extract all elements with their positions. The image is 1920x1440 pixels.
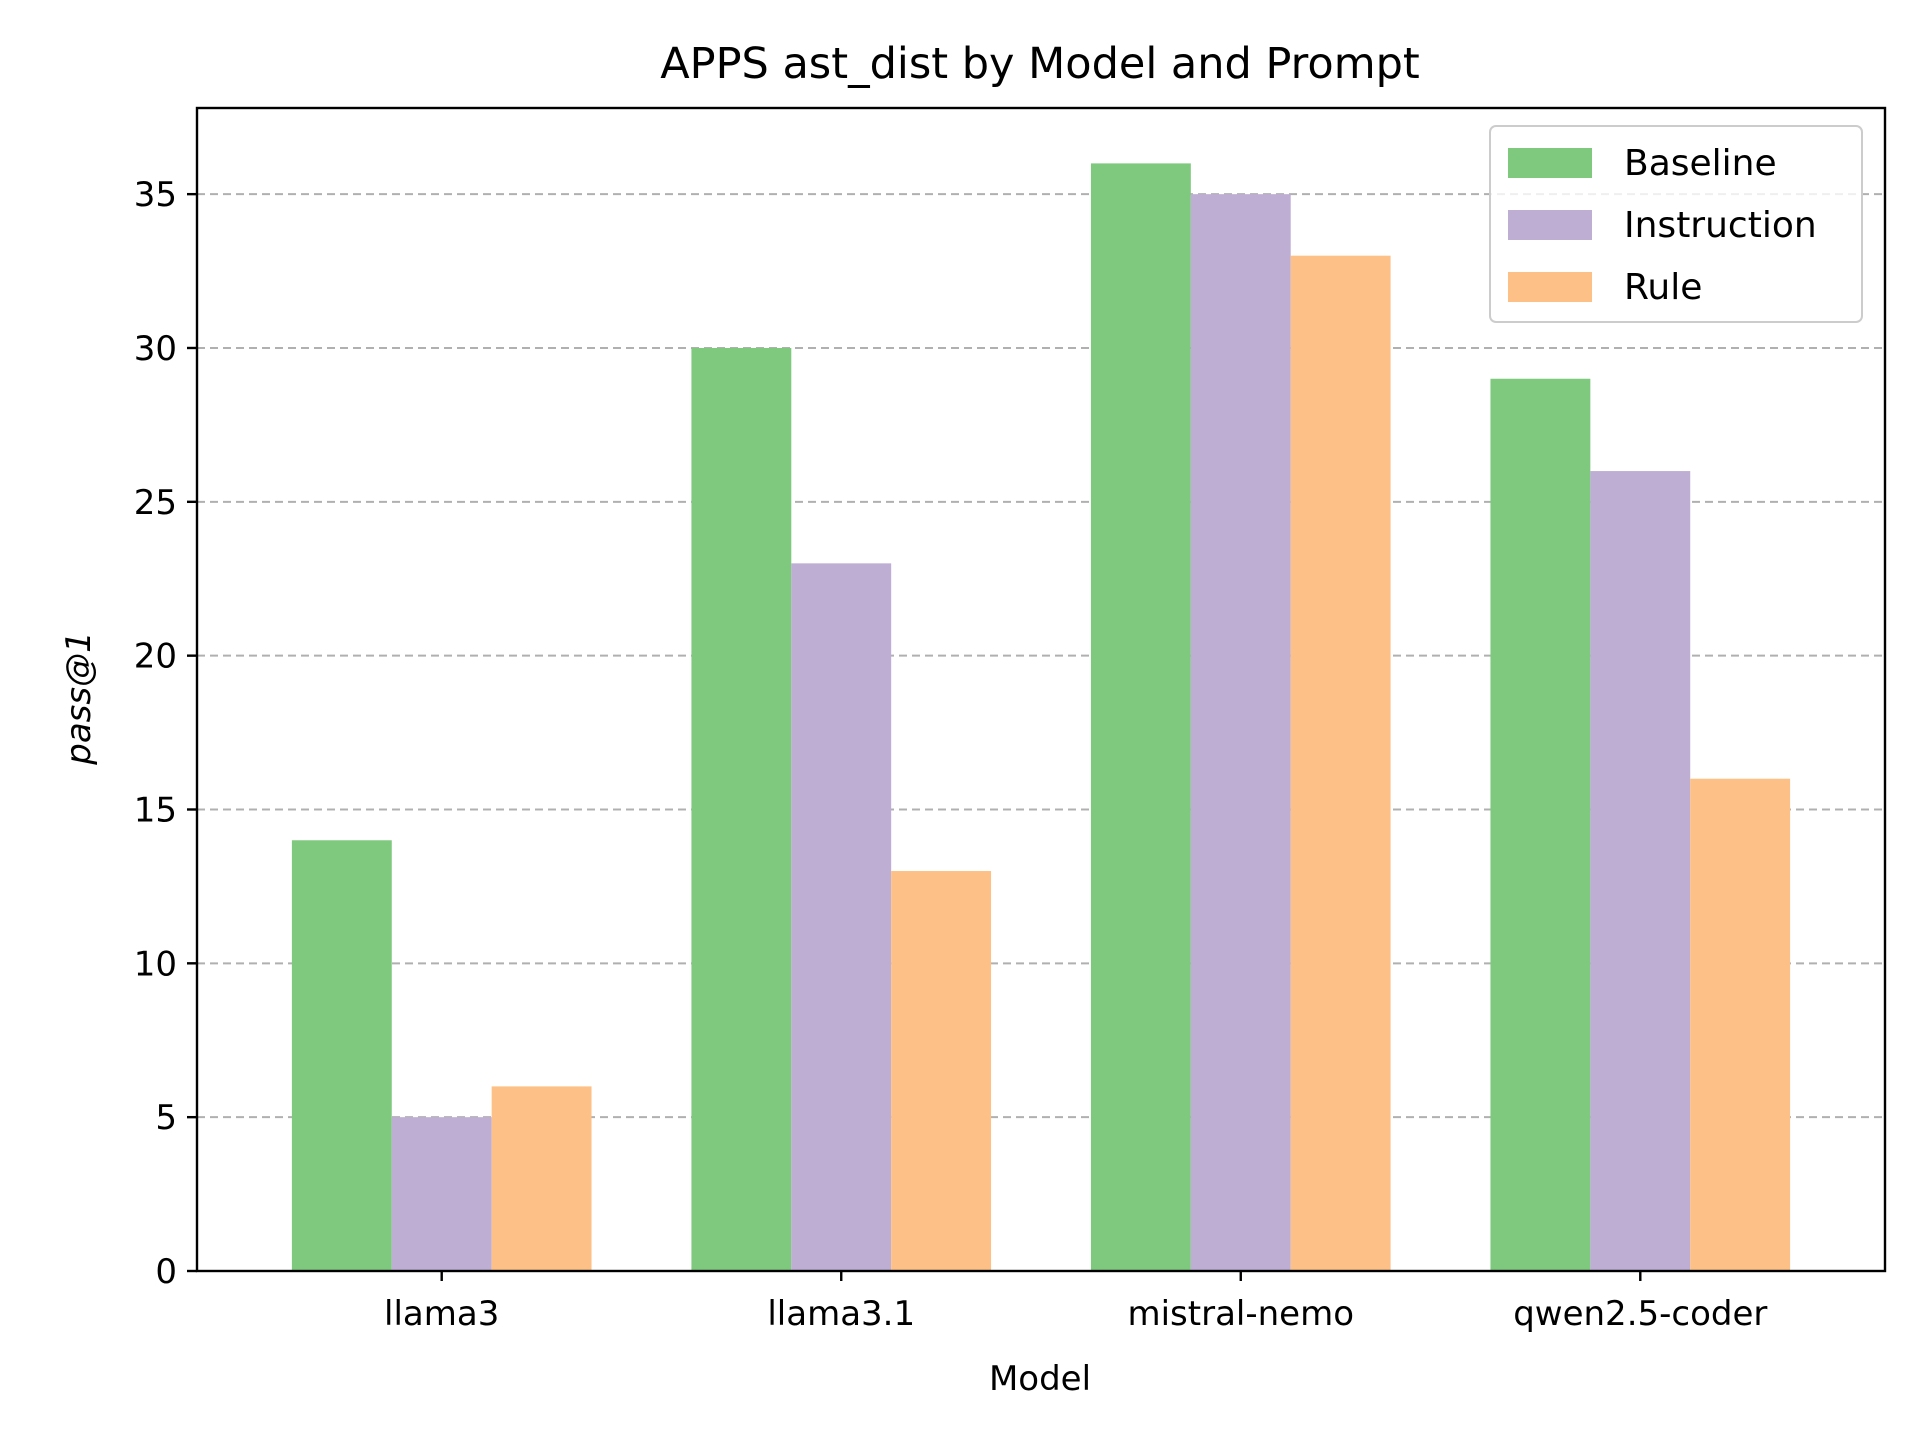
- x-axis-ticks: llama3 llama3.1 mistral-nemo qwen2.5-coder: [384, 1271, 1767, 1334]
- bar-baseline-llama3: [291, 840, 392, 1271]
- legend: Baseline Instruction Rule: [1489, 125, 1863, 323]
- legend-swatch-baseline: [1508, 148, 1592, 178]
- y-tick-label: 20: [134, 637, 177, 677]
- bar-rule-llama3: [491, 1086, 592, 1271]
- y-tick-label: 30: [134, 329, 177, 369]
- x-tick-label: llama3: [384, 1294, 499, 1334]
- x-tick-label: mistral-nemo: [1127, 1294, 1354, 1334]
- bar-instruction-qwen2.5-coder: [1590, 471, 1691, 1271]
- x-tick-label: llama3.1: [767, 1294, 915, 1334]
- x-axis-label: Model: [989, 1359, 1091, 1399]
- y-tick-label: 35: [134, 175, 177, 215]
- bar-instruction-mistral-nemo: [1190, 194, 1291, 1271]
- legend-swatch-rule: [1508, 272, 1592, 302]
- bar-rule-mistral-nemo: [1290, 255, 1391, 1271]
- y-axis-label: pass@1: [59, 631, 99, 765]
- plot-area-frame: [195, 106, 1887, 1273]
- y-tick-label: 25: [134, 483, 177, 523]
- y-tick-label: 10: [134, 944, 177, 984]
- y-tick-label: 0: [155, 1252, 177, 1292]
- bar-baseline-llama3.1: [691, 347, 792, 1271]
- x-tick-label: qwen2.5-coder: [1513, 1294, 1767, 1334]
- legend-swatch-instruction: [1508, 210, 1592, 240]
- bar-instruction-llama3.1: [791, 563, 892, 1271]
- bar-instruction-llama3: [391, 1117, 492, 1271]
- y-axis-ticks: 0 5 10 15 20 25 30 35: [134, 175, 197, 1292]
- bar-baseline-mistral-nemo: [1090, 163, 1191, 1271]
- legend-label-baseline: Baseline: [1624, 143, 1777, 184]
- bars: [291, 163, 1791, 1271]
- bar-rule-llama3.1: [891, 871, 992, 1271]
- legend-label-instruction: Instruction: [1624, 205, 1817, 246]
- y-tick-label: 5: [155, 1098, 177, 1138]
- chart-title: APPS ast_dist by Model and Prompt: [660, 39, 1420, 89]
- bar-baseline-qwen2.5-coder: [1490, 378, 1591, 1271]
- y-tick-label: 15: [134, 790, 177, 830]
- bar-rule-qwen2.5-coder: [1690, 778, 1791, 1271]
- legend-label-rule: Rule: [1624, 267, 1702, 308]
